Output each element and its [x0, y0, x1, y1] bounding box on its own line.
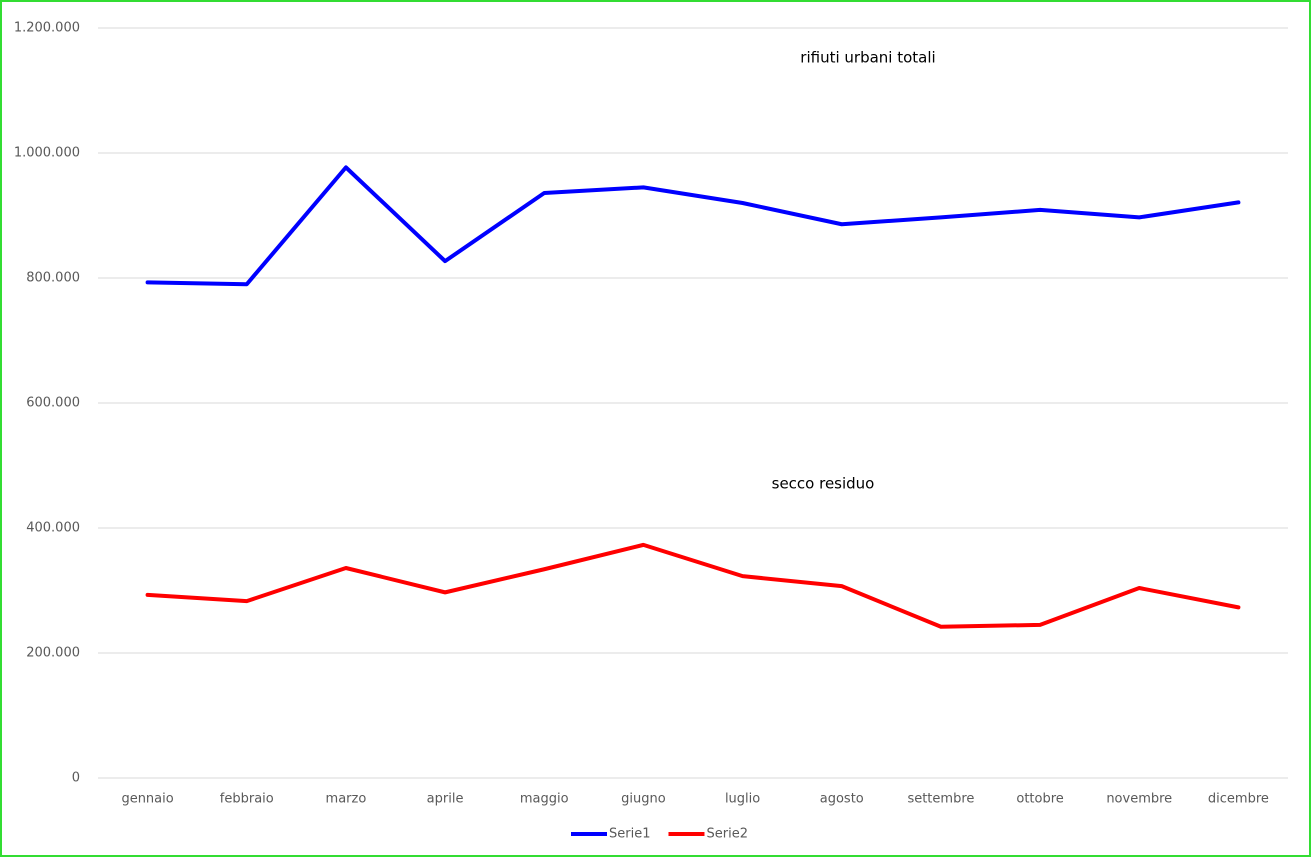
x-tick-label: maggio — [520, 792, 569, 807]
y-tick-label: 600.000 — [26, 396, 80, 411]
y-tick-label: 1.000.000 — [14, 146, 80, 161]
x-tick-label: dicembre — [1208, 792, 1269, 807]
y-tick-label: 1.200.000 — [14, 21, 80, 36]
series-line — [145, 542, 1241, 629]
x-tick-label: febbraio — [220, 792, 274, 807]
legend-label: Serie2 — [706, 827, 747, 842]
x-tick-label: agosto — [820, 792, 864, 807]
x-tick-label: giugno — [621, 792, 666, 807]
y-tick-label: 200.000 — [26, 646, 80, 661]
annotation: secco residuo — [772, 475, 875, 493]
x-tick-label: gennaio — [121, 792, 173, 807]
x-tick-label: aprile — [427, 792, 464, 807]
x-tick-label: marzo — [326, 792, 367, 807]
y-tick-label: 800.000 — [26, 271, 80, 286]
y-tick-label: 400.000 — [26, 521, 80, 536]
annotation: rifiuti urbani totali — [800, 49, 935, 67]
series-line — [145, 165, 1241, 287]
legend-label: Serie1 — [609, 827, 650, 842]
x-tick-label: ottobre — [1016, 792, 1063, 807]
x-tick-label: luglio — [725, 792, 760, 807]
y-tick-label: 0 — [72, 771, 80, 786]
x-tick-label: settembre — [907, 792, 974, 807]
x-tick-label: novembre — [1106, 792, 1172, 807]
